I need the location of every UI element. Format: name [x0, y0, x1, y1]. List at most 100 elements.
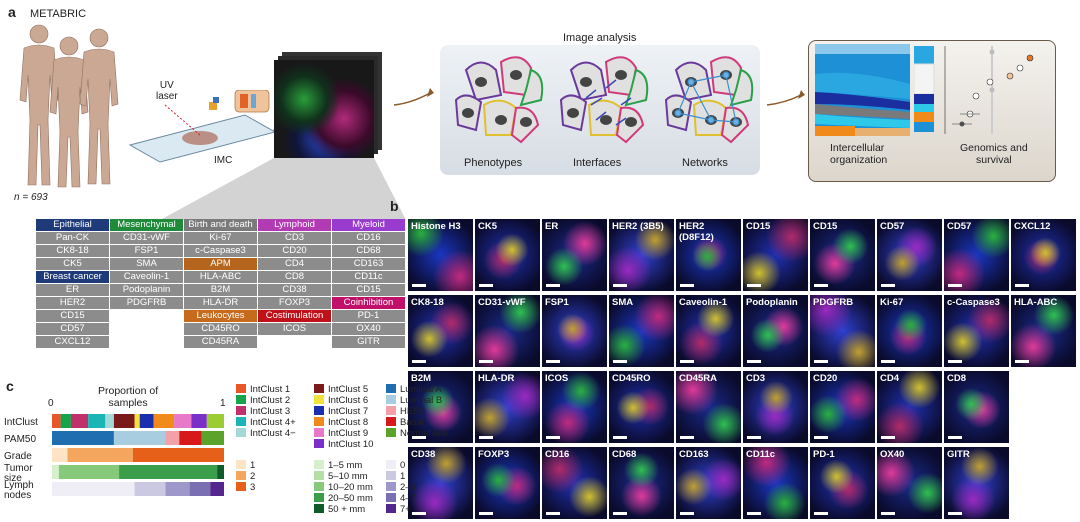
legend-item: IntClust 3: [236, 406, 296, 417]
marker-cell: HLA-ABC: [184, 271, 257, 284]
legend-swatch: [314, 504, 324, 513]
uv-laser-label: UV laser: [156, 80, 178, 102]
legend-item: 5–10 mm: [314, 471, 373, 482]
marker-cell: Podoplanin: [110, 284, 183, 297]
legend-item: 3: [236, 482, 255, 493]
micrograph-tile: Podoplanin: [743, 295, 808, 367]
scale-bar: [479, 284, 493, 287]
scale-bar: [479, 436, 493, 439]
bar-segment: [70, 414, 89, 428]
tile-label: HLA-DR: [478, 373, 515, 384]
tile-label: CD15: [813, 221, 838, 232]
legend-item: 1: [236, 460, 255, 471]
bar-segment: [132, 448, 224, 462]
marker-cell: CD20: [258, 245, 331, 258]
scale-bar: [948, 512, 962, 515]
tile-label: CD31-vWF: [478, 297, 526, 308]
marker-cell: CD11c: [332, 271, 405, 284]
scale-bar: [814, 436, 828, 439]
marker-cell: GITR: [332, 336, 405, 349]
legend-swatch: [314, 471, 324, 480]
legend-swatch: [386, 504, 396, 513]
bar-segment: [189, 482, 211, 496]
bar-segment: [52, 482, 135, 496]
bar-segment: [165, 431, 180, 445]
tile-label: SMA: [612, 297, 634, 308]
marker-cell: FOXP3: [258, 297, 331, 310]
tile-label: Podoplanin: [746, 297, 798, 308]
intercellular-organization-plot: [815, 44, 910, 136]
tile-label: CD15: [746, 221, 771, 232]
legend-text: IntClust 4−: [250, 428, 296, 439]
legend-item: 10–20 mm: [314, 482, 373, 493]
micrograph-grid: Histone H3 CK5 ER HER2 (3B5) HER2 (D8F12) CD1…: [408, 219, 1079, 519]
legend-group: IntClust 1 IntClust 2 IntClust 3 IntClust 4…: [236, 384, 296, 439]
legend-text: IntClust 10: [328, 439, 374, 450]
marker-cell: CK5: [36, 258, 109, 271]
scale-bar: [881, 512, 895, 515]
micrograph-tile: PDGFRB: [810, 295, 875, 367]
legend-text: IntClust 3: [250, 406, 291, 417]
bar-segment: [60, 414, 71, 428]
scale-bar: [680, 512, 694, 515]
micrograph-tile: CD57: [944, 219, 1009, 291]
legend-item: HER2: [386, 406, 448, 417]
legend-swatch: [236, 471, 246, 480]
panel-c-letter: c: [6, 378, 14, 394]
legend-swatch: [386, 493, 396, 502]
legend-swatch: [314, 384, 324, 393]
marker-cell: CD8: [258, 271, 331, 284]
scale-bar: [546, 360, 560, 363]
bar-segment: [52, 414, 61, 428]
legend-swatch: [314, 406, 324, 415]
legend-text: 50 + mm: [328, 504, 366, 515]
legend-text: IntClust 4+: [250, 417, 296, 428]
legend-swatch: [386, 482, 396, 491]
bar-segment: [210, 482, 224, 496]
bar-segment: [52, 465, 59, 479]
bar-segment: [88, 414, 106, 428]
legend-item: Normal-like: [386, 428, 448, 439]
marker-cell: CD31-vWF: [110, 232, 183, 245]
marker-cell: B2M: [184, 284, 257, 297]
imc-label: IMC: [214, 155, 233, 166]
bar-segment: [67, 448, 133, 462]
legend-text: 2–3: [400, 482, 416, 493]
marker-cell: CXCL12: [36, 336, 109, 349]
legend-swatch: [314, 417, 324, 426]
marker-column: Epithelial Pan-CK CK8-18 CK5 Breast cancer ER…: [36, 219, 109, 349]
panel-b-letter: b: [390, 198, 399, 214]
legend-group: Luminal A Luminal B HER2 Basal Normal-like: [386, 384, 448, 439]
tile-label: ICOS: [545, 373, 569, 384]
survival-plot: [944, 46, 1034, 134]
legend-swatch: [314, 493, 324, 502]
marker-cell: OX40: [332, 323, 405, 336]
scale-bar: [412, 436, 426, 439]
scale-bar: [613, 512, 627, 515]
legend-text: 1: [250, 460, 256, 471]
tile-label: FOXP3: [478, 449, 510, 460]
row-label: nodes: [4, 490, 31, 501]
cohort-label: METABRIC: [30, 8, 87, 20]
step-interfaces: Interfaces: [573, 157, 622, 169]
axis-max: 1: [220, 398, 226, 409]
marker-column-header: Epithelial: [36, 219, 109, 232]
output-genomics: Genomics and survival: [960, 142, 1028, 166]
legend-item: 1: [386, 471, 416, 482]
row-label: PAM50: [4, 434, 36, 445]
bar-segment: [174, 414, 192, 428]
panel-a-letter: a: [8, 4, 16, 20]
micrograph-tile: CD45RA: [676, 371, 741, 443]
tile-label: Caveolin-1: [679, 297, 728, 308]
marker-column: Mesenchymal CD31-vWF FSP1 SMA Caveolin-1 Podo…: [110, 219, 183, 310]
legend-text: 1: [400, 471, 406, 482]
micrograph-tile: FOXP3: [475, 447, 540, 519]
micrograph-tile: CD15: [810, 219, 875, 291]
legend-text: Luminal B: [400, 395, 443, 406]
micrograph-tile: Ki-67: [877, 295, 942, 367]
row-label: Tumor: [4, 463, 33, 474]
legend-text: IntClust 7: [328, 406, 369, 417]
tile-label: GITR: [947, 449, 970, 460]
tile-label: c-Caspase3: [947, 297, 1000, 308]
